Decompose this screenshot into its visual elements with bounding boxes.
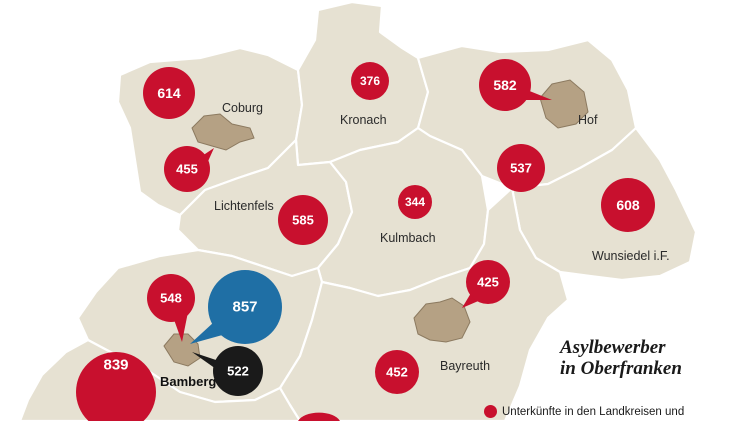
map-title-line-1: Asylbewerber (560, 337, 666, 358)
cities (163, 79, 589, 367)
legend-label: Unterkünfte in den Landkreisen und (502, 405, 685, 418)
bubble-bayreuth-city: 425 (466, 260, 510, 304)
bubble-value: 585 (292, 213, 314, 228)
place-labels: Coburg Kronach Hof Lichtenfels Kulmbach … (160, 101, 670, 389)
bubble-value: 344 (405, 195, 425, 209)
label-wunsiedel: Wunsiedel i.F. (592, 249, 670, 263)
bubble-value: 582 (493, 77, 517, 93)
city-coburg-shape (191, 113, 255, 151)
label-bamberg: Bamberg (160, 374, 216, 389)
bubble-value: 376 (360, 74, 380, 88)
bubble-value: 425 (477, 275, 499, 290)
map-title-line-2: in Oberfranken (560, 358, 682, 379)
bubble-bamberg-black: 522 (213, 346, 263, 396)
label-coburg: Coburg (222, 101, 263, 115)
bubble-value: 857 (232, 299, 257, 316)
city-bayreuth-shape (413, 297, 471, 343)
regions (18, 0, 698, 421)
label-hof: Hof (578, 113, 598, 127)
bubble-value: 522 (227, 364, 249, 379)
bubble-value: 608 (616, 197, 640, 213)
legend: Unterkünfte in den Landkreisen und (484, 405, 684, 418)
bubble-coburg-lk: 614 (143, 67, 195, 119)
bubble-kulmbach: 344 (398, 185, 432, 219)
bubble-value: 839 (103, 357, 128, 374)
bubble-hof-lk: 537 (497, 144, 545, 192)
bubble-bamberg-blue: 857 (208, 270, 282, 344)
bubble-partial-bottom (298, 412, 340, 421)
label-kulmbach: Kulmbach (380, 231, 436, 245)
legend-red-dot (484, 405, 497, 418)
bubble-lichtenfels: 585 (278, 195, 328, 245)
bubble-value: 455 (176, 162, 198, 177)
bubble-bayreuth-lk: 452 (375, 350, 419, 394)
bubbles: 614 455 376 582 537 585 344 608 (76, 59, 655, 421)
bubble-value: 537 (510, 161, 532, 176)
bubble-coburg-city: 455 (164, 146, 210, 192)
bubble-forchheim: 839 (76, 352, 156, 421)
label-bayreuth: Bayreuth (440, 359, 490, 373)
bubble-value: 614 (157, 85, 181, 101)
bubble-wunsiedel: 608 (601, 178, 655, 232)
label-lichtenfels: Lichtenfels (214, 199, 274, 213)
city-hof-shape (539, 79, 589, 129)
bubble-value: 548 (160, 291, 182, 306)
map-title: Asylbewerber in Oberfranken (560, 337, 682, 379)
city-bamberg-shape (163, 333, 201, 367)
bubble-bamberg-lk: 548 (147, 274, 195, 322)
bubble-kronach: 376 (351, 62, 389, 100)
bubble-value: 452 (386, 365, 408, 380)
label-kronach: Kronach (340, 113, 387, 127)
bubble-hof-city: 582 (479, 59, 531, 111)
